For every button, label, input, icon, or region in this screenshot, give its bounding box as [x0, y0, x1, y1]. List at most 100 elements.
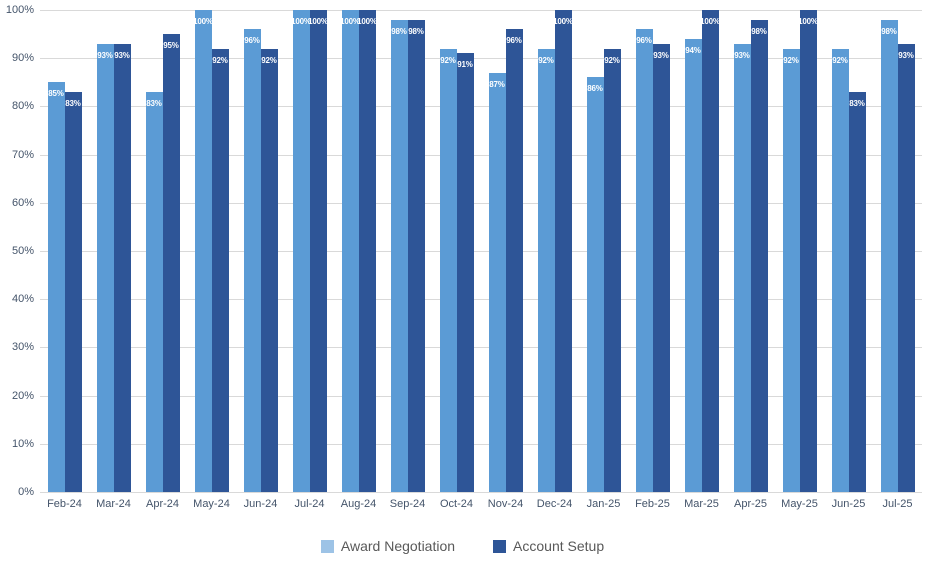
data-label: 100% [193, 17, 213, 26]
x-tick-label: Dec-24 [536, 498, 573, 510]
bar-group-apr-25: 93% 98% [726, 10, 775, 492]
gridline [40, 58, 922, 60]
data-label: 98% [751, 26, 767, 36]
bar-account-setup: 93% [897, 43, 915, 492]
bar-account-setup: 100% [700, 10, 720, 492]
data-label: 83% [849, 98, 865, 108]
x-tick-label: Aug-24 [340, 498, 377, 510]
data-label: 100% [357, 17, 377, 26]
data-label: 92% [832, 55, 848, 65]
data-label: 92% [440, 55, 456, 65]
data-label: 100% [340, 17, 360, 26]
gridline [40, 443, 922, 445]
data-label: 95% [163, 41, 179, 51]
bar-group-mar-25: 94% 100% [677, 10, 726, 492]
data-label: 85% [48, 89, 64, 99]
bar-award-negotiation: 100% [193, 10, 213, 492]
x-tick-label: Jun-24 [243, 498, 278, 510]
legend: Award Negotiation Account Setup [0, 538, 925, 554]
bar-group-sep-24: 98% 98% [383, 10, 432, 492]
data-label: 96% [244, 36, 260, 46]
bar-account-setup: 98% [750, 19, 768, 492]
bar-award-negotiation: 100% [340, 10, 360, 492]
bar-award-negotiation: 87% [488, 72, 506, 492]
bar-award-negotiation: 98% [880, 19, 898, 492]
x-tick-label: Feb-25 [635, 498, 670, 510]
data-label: 92% [604, 55, 620, 65]
y-tick-label: 40% [11, 293, 34, 306]
y-tick-label: 10% [11, 437, 34, 450]
data-label: 93% [653, 50, 669, 60]
bar-account-setup: 100% [798, 10, 818, 492]
plot-area: 85% 83% 93% 93% 83% 95% 100% 92% 96% 92% 100% 100% 1… [40, 10, 922, 493]
x-tick-label: Mar-24 [96, 498, 131, 510]
x-tick-label: Apr-24 [145, 498, 180, 510]
x-tick-label: Jul-25 [882, 498, 913, 510]
gridline [40, 154, 922, 156]
data-label: 83% [146, 98, 162, 108]
bar-award-negotiation: 94% [684, 38, 702, 492]
bar-award-negotiation: 100% [291, 10, 311, 492]
data-label: 100% [291, 17, 311, 26]
gridline [40, 299, 922, 301]
data-label: 100% [700, 17, 720, 26]
bar-account-setup: 100% [308, 10, 328, 492]
data-label: 93% [114, 50, 130, 60]
data-label: 98% [881, 26, 897, 36]
legend-swatch-account-setup [493, 539, 507, 553]
bar-award-negotiation: 98% [390, 19, 408, 492]
data-label: 100% [308, 17, 328, 26]
gridline [40, 106, 922, 108]
bar-group-jul-24: 100% 100% [285, 10, 334, 492]
x-tick-label: Mar-25 [684, 498, 719, 510]
bar-group-mar-24: 93% 93% [89, 10, 138, 492]
x-tick-label: Apr-25 [733, 498, 768, 510]
y-tick-label: 50% [11, 245, 34, 257]
x-tick-label: Sep-24 [389, 498, 426, 510]
bar-group-jan-25: 86% 92% [579, 10, 628, 492]
bar-group-aug-24: 100% 100% [334, 10, 383, 492]
data-label: 92% [261, 55, 277, 65]
data-label: 87% [489, 79, 505, 89]
x-tick-label: Oct-24 [439, 498, 473, 510]
bar-account-setup: 93% [113, 43, 131, 492]
y-tick-label: 30% [11, 341, 34, 354]
gridline [40, 395, 922, 397]
bars-container: 85% 83% 93% 93% 83% 95% 100% 92% 96% 92% 100% 100% 1… [40, 10, 922, 492]
data-label: 100% [798, 17, 818, 26]
bar-group-dec-24: 92% 100% [530, 10, 579, 492]
bar-group-jun-25: 92% 83% [824, 10, 873, 492]
gridline [40, 202, 922, 204]
data-label: 93% [97, 50, 113, 60]
legend-label-account-setup: Account Setup [513, 538, 605, 554]
bar-group-feb-24: 85% 83% [40, 10, 89, 492]
bar-award-negotiation: 92% [537, 48, 555, 492]
x-tick-label: May-25 [781, 498, 818, 510]
bar-award-negotiation: 83% [145, 91, 163, 492]
y-tick-label: 60% [11, 196, 34, 209]
data-label: 92% [783, 55, 799, 65]
bar-account-setup: 96% [505, 29, 523, 492]
legend-label-award-negotiation: Award Negotiation [340, 538, 456, 554]
bar-award-negotiation: 96% [243, 29, 261, 492]
bar-group-apr-24: 83% 95% [138, 10, 187, 492]
gridline [40, 251, 922, 252]
x-tick-label: Jul-24 [294, 498, 325, 510]
bar-group-jul-25: 98% 93% [873, 10, 922, 492]
y-tick-label: 80% [11, 100, 34, 113]
x-tick-label: May-24 [193, 498, 230, 510]
x-axis: Feb-24 Mar-24 Apr-24 May-24 Jun-24 Jul-24 Aug-… [40, 498, 922, 510]
y-tick-label: 0% [18, 486, 34, 498]
x-tick-label: Jan-25 [586, 498, 621, 510]
bar-award-negotiation: 92% [782, 48, 800, 492]
bar-award-negotiation: 86% [586, 77, 604, 492]
data-label: 92% [538, 55, 554, 65]
legend-swatch-award-negotiation [320, 539, 334, 553]
data-label: 100% [553, 17, 573, 26]
data-label: 96% [636, 36, 652, 46]
bar-group-may-25: 92% 100% [775, 10, 824, 492]
bar-group-may-24: 100% 92% [187, 10, 236, 492]
x-tick-label: Jun-25 [831, 498, 866, 510]
bar-group-oct-24: 92% 91% [432, 10, 481, 492]
